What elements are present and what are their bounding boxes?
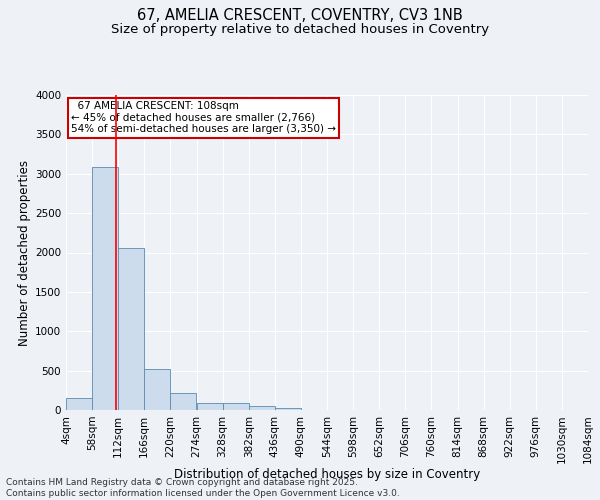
X-axis label: Distribution of detached houses by size in Coventry: Distribution of detached houses by size … xyxy=(174,468,480,480)
Bar xyxy=(249,406,275,410)
Bar xyxy=(170,392,196,410)
Bar xyxy=(223,403,249,410)
Y-axis label: Number of detached properties: Number of detached properties xyxy=(18,160,31,346)
Text: 67 AMELIA CRESCENT: 108sqm  
← 45% of detached houses are smaller (2,766)
54% of: 67 AMELIA CRESCENT: 108sqm ← 45% of deta… xyxy=(71,102,336,134)
Bar xyxy=(92,168,118,410)
Text: Contains HM Land Registry data © Crown copyright and database right 2025.
Contai: Contains HM Land Registry data © Crown c… xyxy=(6,478,400,498)
Bar xyxy=(197,403,223,410)
Text: 67, AMELIA CRESCENT, COVENTRY, CV3 1NB: 67, AMELIA CRESCENT, COVENTRY, CV3 1NB xyxy=(137,8,463,22)
Text: Size of property relative to detached houses in Coventry: Size of property relative to detached ho… xyxy=(111,22,489,36)
Bar xyxy=(66,398,92,410)
Bar xyxy=(145,369,170,410)
Bar xyxy=(275,408,301,410)
Bar xyxy=(118,248,144,410)
